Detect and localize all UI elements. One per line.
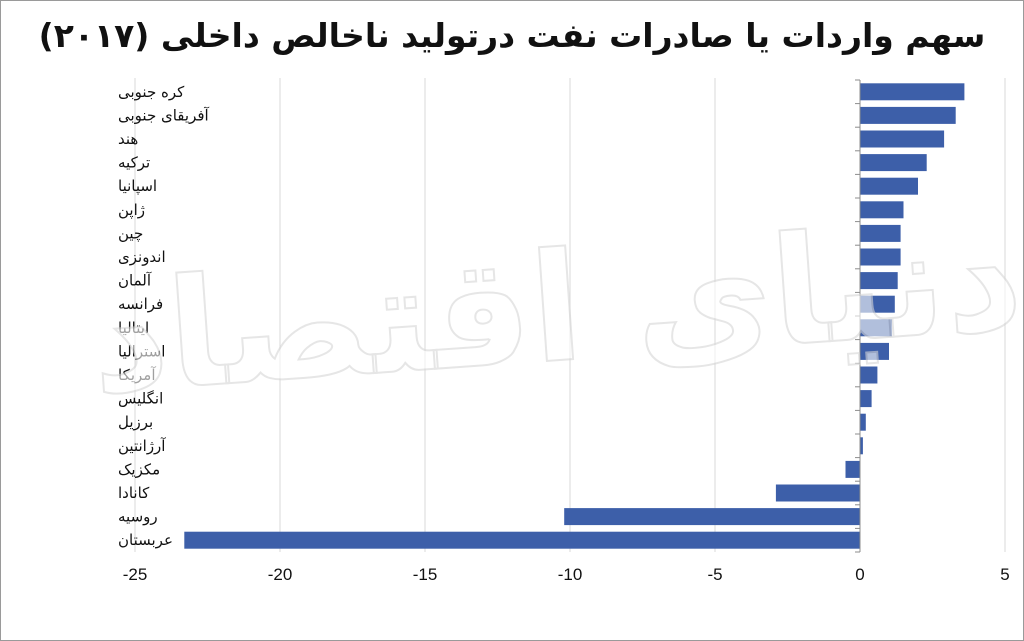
x-tick-label: -20 [268, 565, 293, 584]
category-label: آرژانتین [118, 437, 166, 455]
bar [860, 342, 889, 360]
bar [860, 201, 904, 219]
category-label: کره جنوبی [118, 83, 185, 101]
bar [860, 224, 901, 242]
category-labels: کره جنوبی آفریقای جنوبی هند ترکیه اسپانیا ژاپ… [118, 83, 210, 549]
bar [860, 130, 945, 148]
x-tick-label: 5 [1000, 565, 1009, 584]
category-label: انگلیس [118, 390, 163, 408]
category-label: فرانسه [118, 295, 163, 313]
chart-title: سهم واردات یا صادرات نفت درتولید ناخالص … [38, 16, 986, 55]
bar [860, 319, 892, 337]
category-label: آفریقای جنوبی [118, 106, 210, 124]
bar [860, 154, 927, 172]
category-label: هند [118, 130, 138, 148]
bar [860, 248, 901, 266]
bar [860, 366, 878, 384]
gridlines [134, 78, 1006, 552]
category-label: ژاپن [118, 201, 145, 220]
category-label: برزیل [118, 413, 153, 431]
bar [564, 508, 860, 526]
x-tick-label: -25 [123, 565, 148, 584]
bar [860, 390, 872, 408]
category-label: کانادا [118, 484, 150, 502]
category-label: ایتالیا [118, 319, 149, 337]
category-label: روسیه [118, 508, 158, 526]
x-tick-label: 0 [855, 565, 864, 584]
bar [860, 295, 895, 313]
category-label: عربستان [118, 531, 173, 549]
bar [860, 177, 918, 195]
category-label: آلمان [118, 272, 152, 290]
bar [860, 437, 863, 455]
watermark-text: دنیای اقتصاد [85, 190, 1024, 429]
bar [860, 83, 965, 101]
category-label: اسپانیا [118, 177, 157, 196]
category-label: مکزیک [118, 460, 160, 478]
bar [860, 272, 898, 290]
category-label: ترکیه [118, 154, 150, 172]
x-tick-labels: -25 -20 -15 -10 -5 0 5 [123, 565, 1010, 584]
x-tick-label: -5 [707, 565, 722, 584]
bar [775, 484, 860, 502]
y-axis [855, 79, 861, 553]
bar [860, 106, 956, 124]
x-tick-label: -10 [558, 565, 583, 584]
category-label: استرالیا [118, 342, 165, 360]
bar [184, 531, 861, 549]
bar [860, 413, 866, 431]
category-label: چین [118, 224, 143, 242]
category-label: اندونزی [118, 248, 166, 266]
x-tick-label: -15 [413, 565, 438, 584]
category-label: آمریکا [118, 366, 156, 384]
bar [845, 460, 860, 478]
bars [184, 83, 965, 549]
